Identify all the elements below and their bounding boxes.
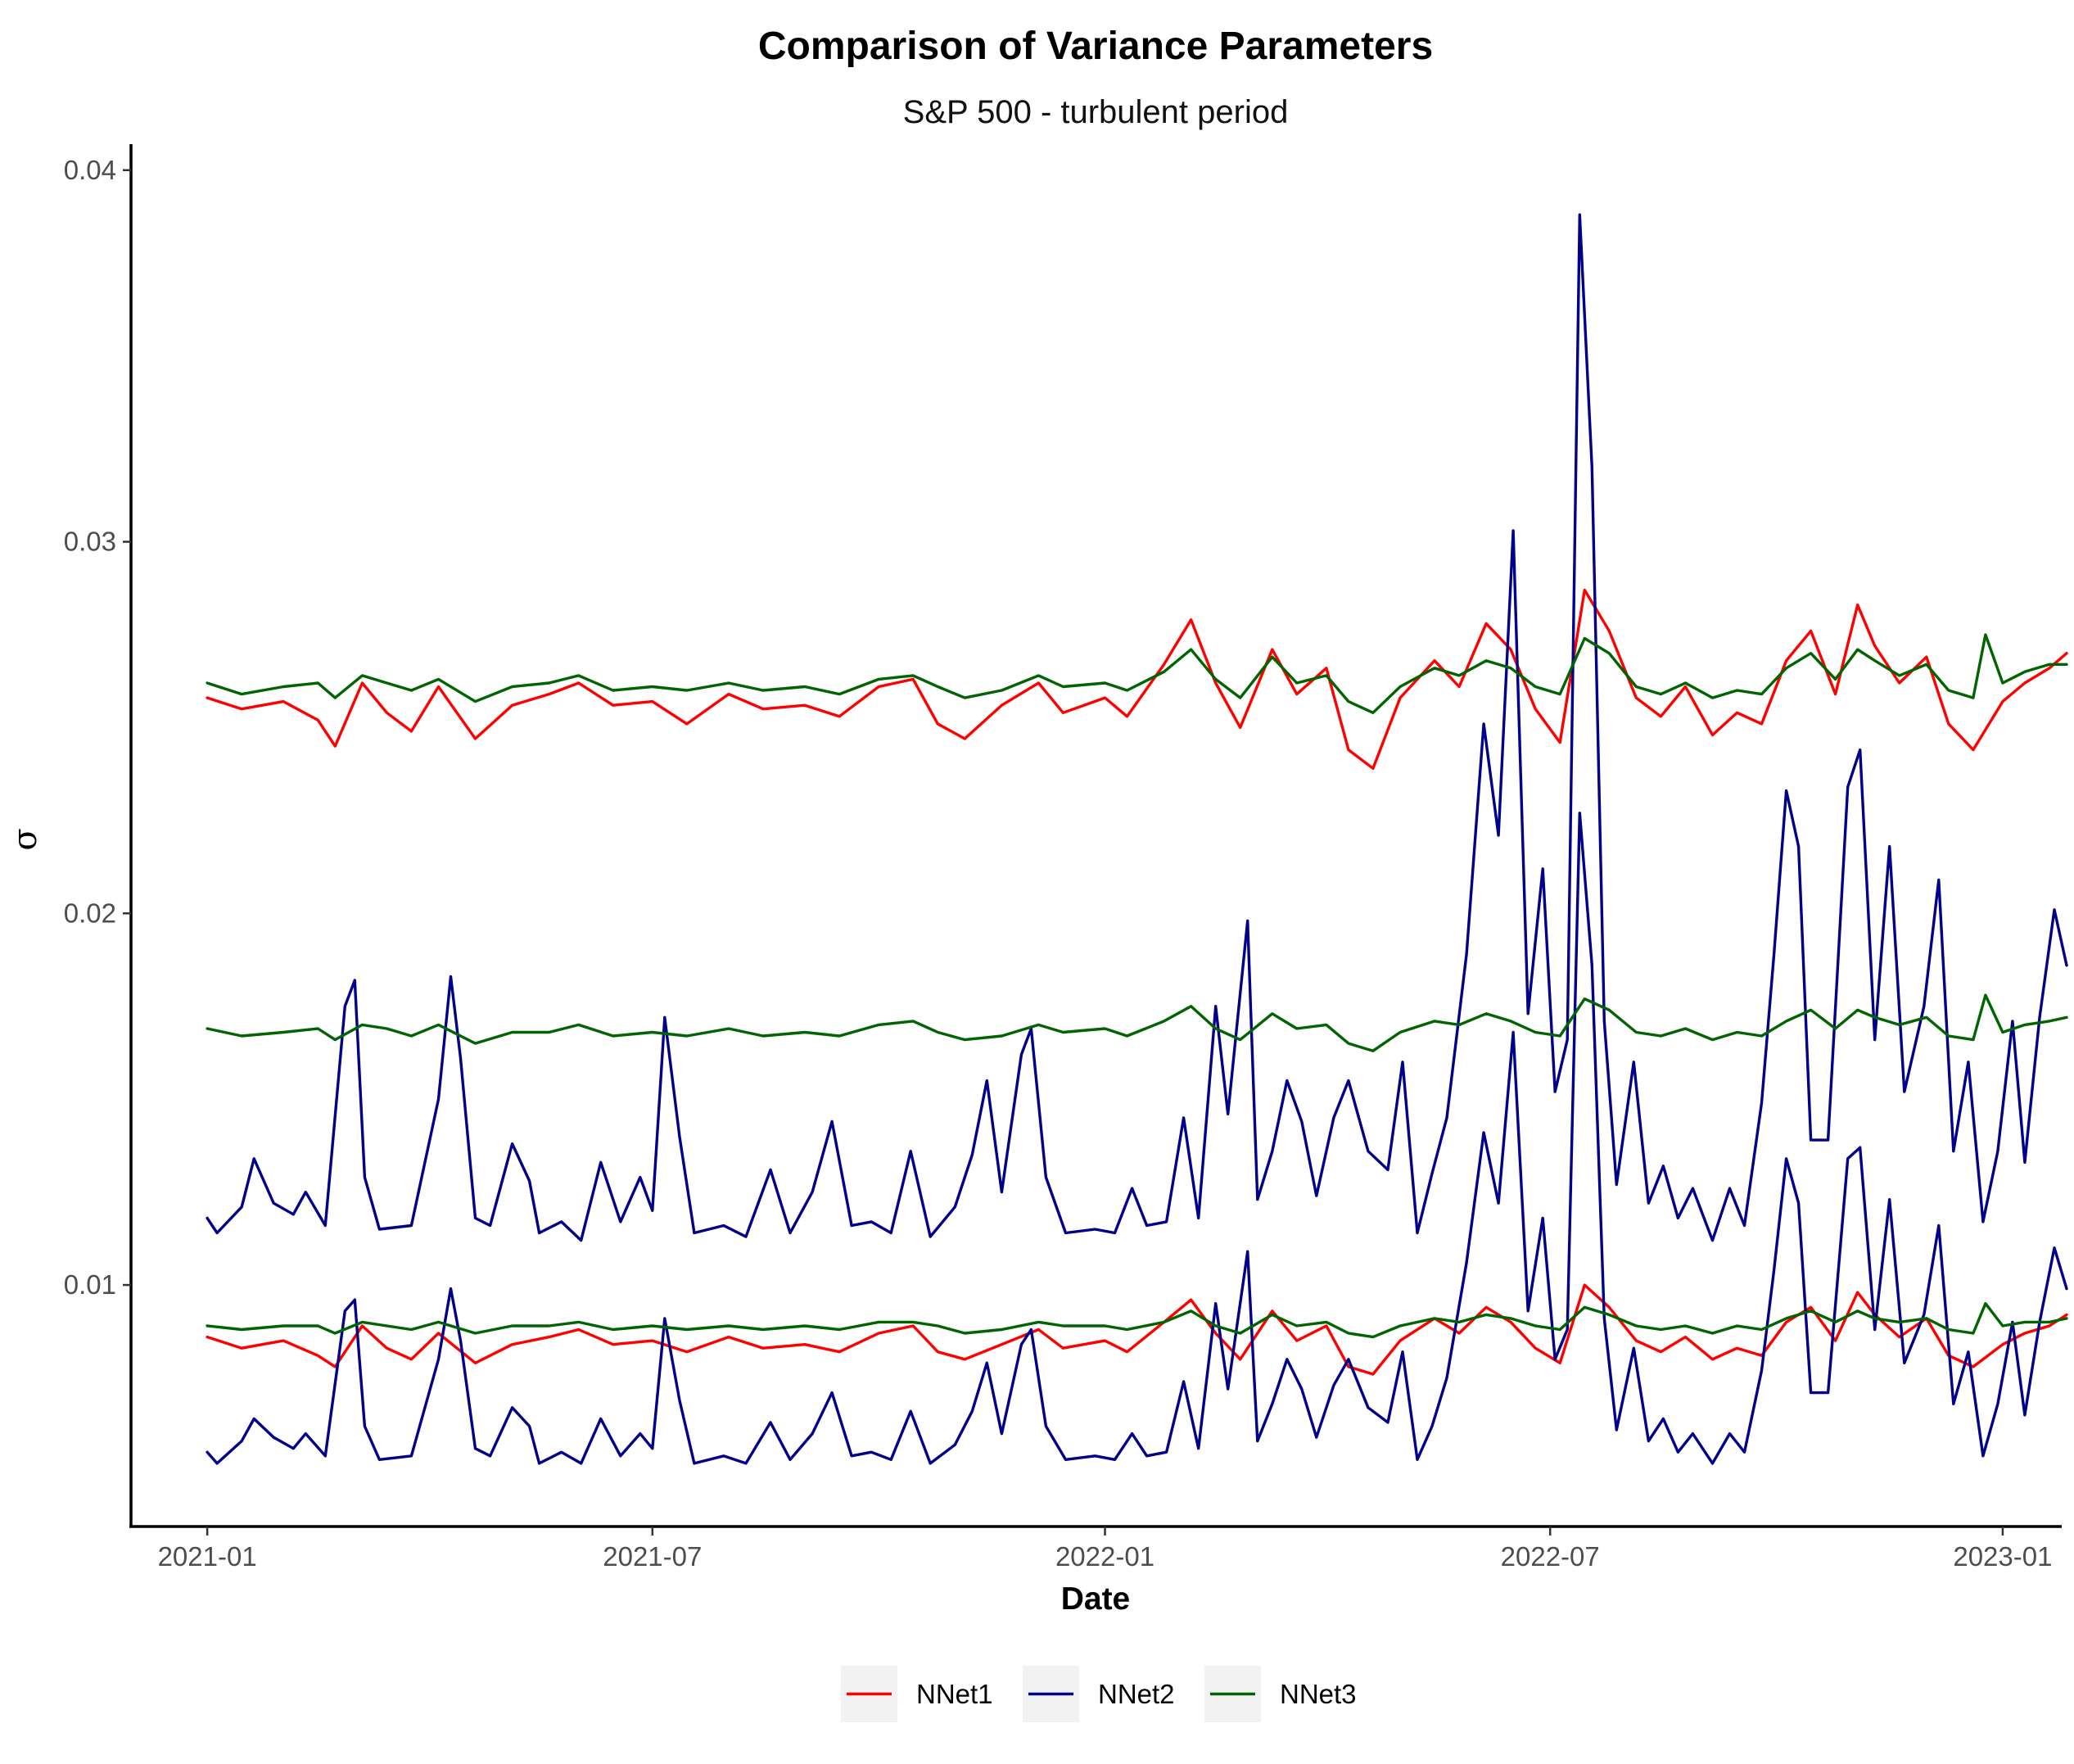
legend-label-nnet1: NNet1: [916, 1679, 993, 1709]
x-axis-ticks: 2021-01 2021-07 2022-01 2022-07 2023-01: [158, 1527, 2052, 1572]
x-tick-label: 2021-07: [603, 1541, 702, 1572]
series-line-nnet3-lower: [206, 1302, 2068, 1339]
series-line-nnet3-upper: [206, 633, 2068, 714]
y-tick-label: 0.01: [64, 1269, 116, 1300]
x-tick-label: 2021-01: [158, 1541, 257, 1572]
x-tick-label: 2022-01: [1055, 1541, 1154, 1572]
y-axis-ticks: 0.01 0.02 0.03 0.04: [64, 155, 131, 1300]
plot-area: [206, 213, 2068, 1465]
chart-subtitle: S&P 500 - turbulent period: [903, 94, 1289, 130]
x-tick-label: 2023-01: [1953, 1541, 2052, 1572]
series-line-nnet2-lower: [206, 812, 2068, 1465]
y-axis-title: σ: [7, 828, 44, 850]
y-tick-label: 0.04: [64, 155, 116, 185]
legend: NNet1 NNet2 NNet3: [841, 1666, 1357, 1722]
x-axis-title: Date: [1061, 1581, 1131, 1617]
series-line-nnet1-upper: [206, 588, 2068, 770]
legend-label-nnet3: NNet3: [1280, 1679, 1357, 1709]
chart-title: Comparison of Variance Parameters: [758, 25, 1433, 68]
series-line-nnet3-middle: [206, 993, 2068, 1052]
y-tick-label: 0.03: [64, 527, 116, 557]
x-tick-label: 2022-07: [1501, 1541, 1600, 1572]
legend-label-nnet2: NNet2: [1098, 1679, 1175, 1709]
series-line-nnet2-upper: [206, 213, 2068, 1242]
y-tick-label: 0.02: [64, 898, 116, 928]
